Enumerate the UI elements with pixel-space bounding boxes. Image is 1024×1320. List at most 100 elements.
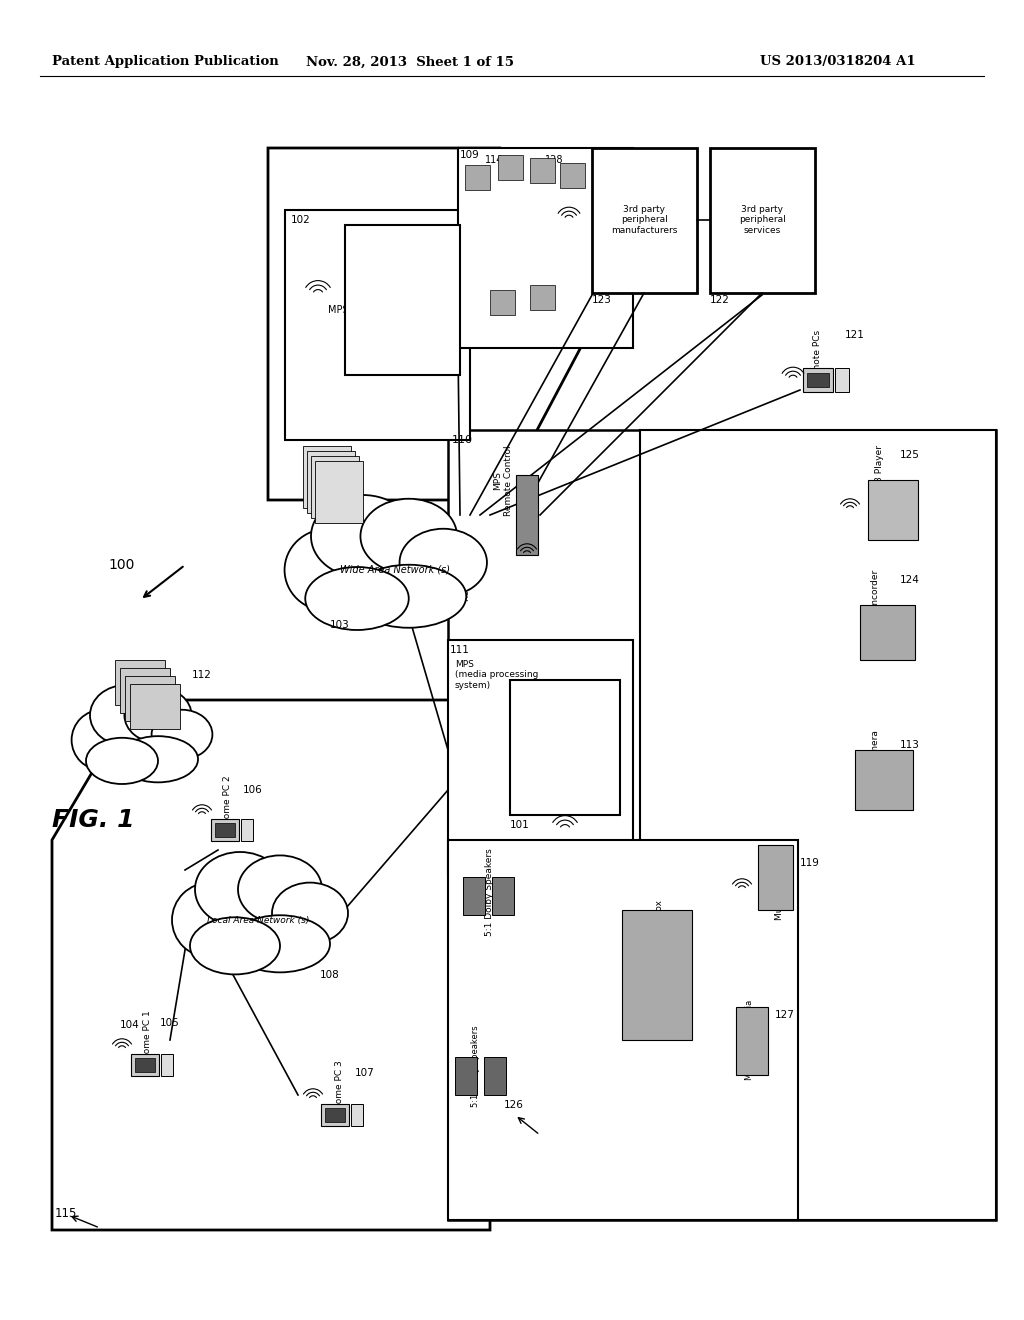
Text: MPS
(media processing
system): MPS (media processing system)	[455, 660, 539, 690]
Text: Local Area Network (s): Local Area Network (s)	[207, 916, 309, 924]
Ellipse shape	[195, 851, 285, 927]
Text: MPS
Remote Control: MPS Remote Control	[452, 535, 471, 601]
Text: 3ᴽ Party Media Provider
BMI/MGM: 3ᴽ Party Media Provider BMI/MGM	[118, 660, 137, 759]
Text: 122: 122	[710, 294, 730, 305]
FancyBboxPatch shape	[321, 1104, 349, 1126]
FancyBboxPatch shape	[836, 368, 849, 392]
Text: TV
screen: TV screen	[546, 734, 585, 762]
Text: 114: 114	[485, 154, 504, 165]
Ellipse shape	[190, 917, 280, 974]
FancyBboxPatch shape	[211, 818, 239, 841]
Text: 124: 124	[900, 576, 920, 585]
Text: 109: 109	[460, 150, 480, 160]
FancyBboxPatch shape	[510, 680, 620, 814]
Text: 125: 125	[900, 450, 920, 459]
FancyBboxPatch shape	[449, 430, 996, 1220]
Text: Home Juke-Box: Home Juke-Box	[655, 900, 665, 968]
Text: FIG. 1: FIG. 1	[52, 808, 134, 832]
Text: 104: 104	[120, 1020, 139, 1030]
FancyBboxPatch shape	[868, 480, 918, 540]
Ellipse shape	[399, 529, 487, 597]
FancyBboxPatch shape	[530, 285, 555, 310]
Text: Mobile Multi-media
Gateway: Mobile Multi-media Gateway	[745, 1001, 765, 1080]
Text: 113: 113	[900, 741, 920, 750]
FancyBboxPatch shape	[351, 1104, 362, 1126]
Text: 107: 107	[355, 1068, 375, 1078]
Text: 120: 120	[347, 510, 367, 520]
Ellipse shape	[360, 499, 457, 574]
Text: 119: 119	[800, 858, 820, 869]
FancyBboxPatch shape	[303, 446, 351, 508]
FancyBboxPatch shape	[492, 876, 514, 915]
Ellipse shape	[272, 883, 348, 944]
FancyBboxPatch shape	[736, 1007, 768, 1074]
Text: 123: 123	[592, 294, 612, 305]
Text: 116: 116	[590, 154, 612, 168]
FancyBboxPatch shape	[807, 372, 828, 387]
FancyBboxPatch shape	[855, 750, 913, 810]
FancyBboxPatch shape	[449, 640, 633, 875]
FancyBboxPatch shape	[311, 455, 359, 517]
Text: Nov. 28, 2013  Sheet 1 of 15: Nov. 28, 2013 Sheet 1 of 15	[306, 55, 514, 69]
Text: Patent Application Publication: Patent Application Publication	[52, 55, 279, 69]
FancyBboxPatch shape	[463, 876, 485, 915]
Ellipse shape	[72, 710, 132, 771]
FancyBboxPatch shape	[592, 148, 697, 293]
FancyBboxPatch shape	[315, 461, 362, 523]
FancyBboxPatch shape	[860, 605, 915, 660]
Text: 110: 110	[452, 436, 473, 445]
Ellipse shape	[238, 855, 322, 924]
Ellipse shape	[90, 685, 162, 746]
FancyBboxPatch shape	[130, 684, 180, 729]
Text: 5:1 Dolby Speakers: 5:1 Dolby Speakers	[470, 1026, 479, 1106]
FancyBboxPatch shape	[498, 154, 523, 180]
FancyBboxPatch shape	[516, 475, 538, 554]
Text: 3rd party
peripheral
services: 3rd party peripheral services	[738, 205, 785, 235]
FancyBboxPatch shape	[449, 840, 798, 1220]
Ellipse shape	[124, 688, 191, 743]
FancyBboxPatch shape	[131, 1053, 159, 1076]
Text: 103: 103	[330, 620, 350, 630]
Ellipse shape	[305, 568, 409, 630]
FancyBboxPatch shape	[484, 1057, 506, 1096]
Ellipse shape	[285, 529, 372, 611]
Text: 126: 126	[504, 1100, 524, 1110]
Text: US 2013/0318204 A1: US 2013/0318204 A1	[760, 55, 915, 69]
Text: 106: 106	[243, 785, 263, 795]
Text: Wide Area Network (s): Wide Area Network (s)	[340, 565, 450, 576]
Text: Home PC 3: Home PC 3	[336, 1060, 344, 1110]
FancyBboxPatch shape	[803, 368, 834, 392]
Text: 108: 108	[319, 970, 340, 979]
Ellipse shape	[230, 915, 330, 973]
Text: 128: 128	[545, 154, 563, 165]
FancyBboxPatch shape	[241, 818, 253, 841]
Text: 127: 127	[775, 1010, 795, 1020]
Text: MP3 Player: MP3 Player	[876, 445, 885, 495]
Text: Home PC 1: Home PC 1	[143, 1010, 153, 1060]
Text: TV
screen: TV screen	[386, 289, 421, 310]
Text: MPS
Remote Control: MPS Remote Control	[494, 445, 513, 516]
FancyBboxPatch shape	[530, 158, 555, 183]
Ellipse shape	[311, 495, 415, 578]
Text: 111: 111	[450, 645, 470, 655]
Text: 101: 101	[510, 820, 529, 830]
FancyBboxPatch shape	[307, 451, 355, 513]
Text: 112: 112	[193, 671, 212, 680]
FancyBboxPatch shape	[490, 290, 515, 315]
FancyBboxPatch shape	[622, 909, 692, 1040]
Text: MPS: MPS	[328, 305, 348, 315]
Text: 115: 115	[55, 1206, 78, 1220]
FancyBboxPatch shape	[115, 660, 165, 705]
Text: 102: 102	[291, 215, 310, 224]
Text: 3rd party
peripheral
manufacturers: 3rd party peripheral manufacturers	[610, 205, 677, 235]
Text: 105: 105	[160, 1018, 180, 1028]
Text: Remote PCs: Remote PCs	[813, 330, 822, 384]
Text: 121: 121	[845, 330, 865, 341]
FancyBboxPatch shape	[455, 1057, 477, 1096]
Text: Home PC 2: Home PC 2	[223, 775, 232, 825]
Ellipse shape	[118, 737, 198, 783]
FancyBboxPatch shape	[125, 676, 175, 721]
FancyBboxPatch shape	[215, 824, 234, 837]
FancyBboxPatch shape	[560, 162, 585, 187]
Text: 100: 100	[108, 558, 134, 572]
